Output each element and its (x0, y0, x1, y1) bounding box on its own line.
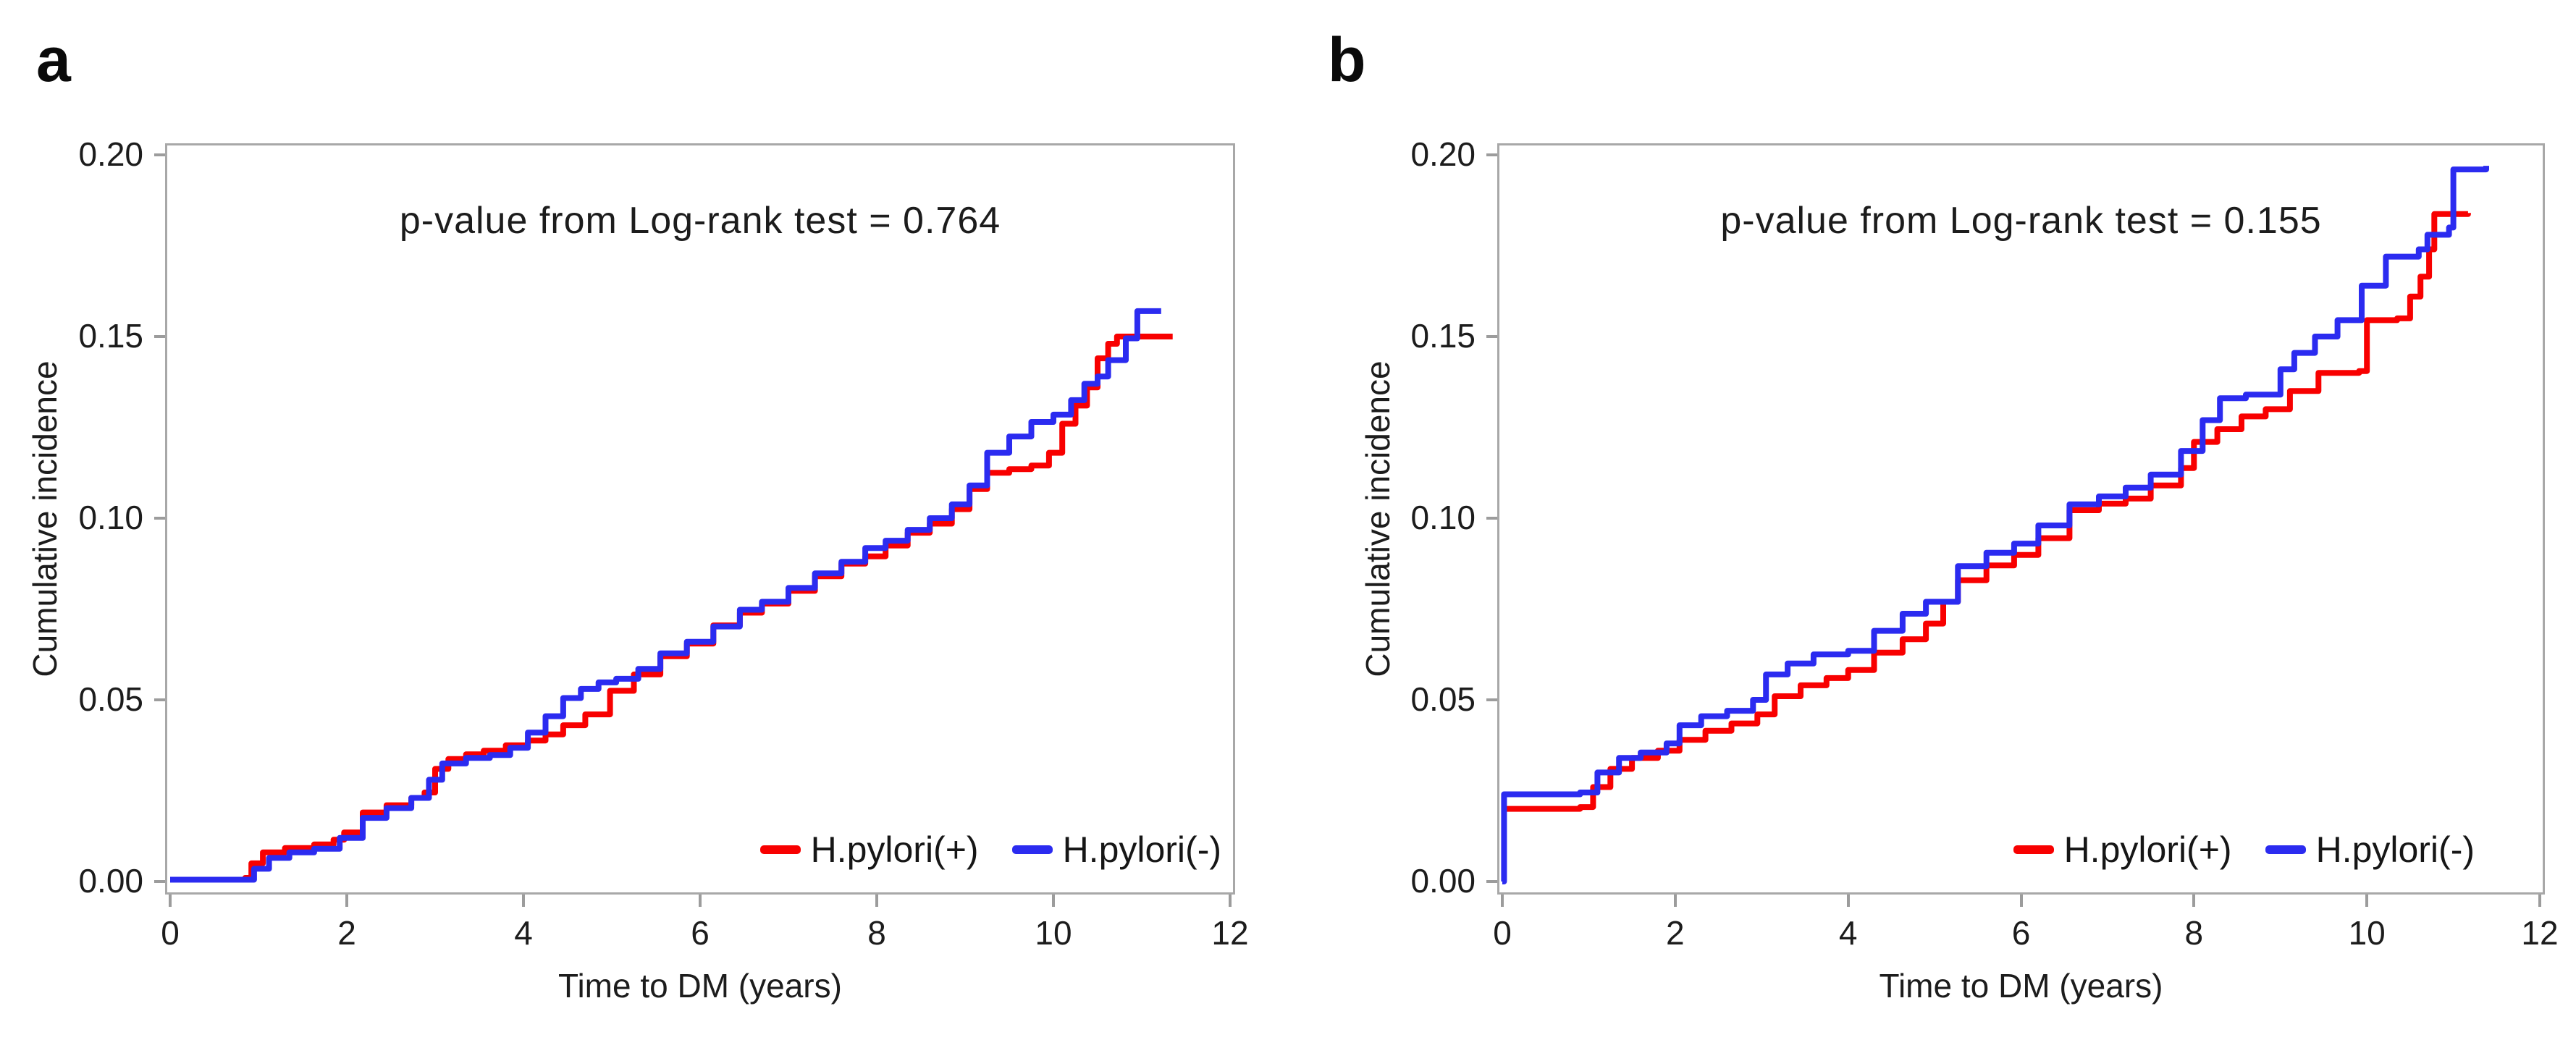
legend-label: H.pylori(+) (2063, 829, 2232, 870)
red-line-swatch (2013, 845, 2054, 854)
x-tick (2538, 895, 2541, 907)
x-tick-label: 4 (1838, 914, 1858, 952)
x-tick-label: 0 (1493, 914, 1512, 952)
legend-item-hpylori-positive: H.pylori(+) (2013, 829, 2232, 871)
x-tick-label: 8 (2184, 914, 2204, 952)
panel-letter-b: b (1328, 25, 1366, 95)
y-tick-label: 0.00 (78, 862, 143, 900)
x-tick (875, 895, 878, 907)
y-tick-label: 0.00 (1410, 862, 1476, 900)
y-tick-label: 0.20 (1410, 135, 1476, 173)
y-tick (154, 517, 165, 520)
y-tick (1486, 335, 1497, 338)
x-tick (345, 895, 348, 907)
y-tick (154, 698, 165, 701)
y-tick-label: 0.05 (78, 680, 143, 718)
x-tick (1052, 895, 1055, 907)
y-tick (154, 335, 165, 338)
x-tick-label: 2 (337, 914, 356, 952)
plot-area-b: p-value from Log-rank test = 0.155 H.pyl… (1497, 143, 2545, 895)
y-tick (154, 153, 165, 156)
x-tick (1673, 895, 1677, 907)
y-tick (1486, 517, 1497, 520)
y-tick (1486, 153, 1497, 156)
y-tick (154, 880, 165, 883)
survival-curves-b (1501, 166, 2489, 884)
x-tick-label: 4 (514, 914, 533, 952)
x-tick-label: 6 (691, 914, 710, 952)
x-tick (1501, 895, 1504, 907)
y-tick (1486, 698, 1497, 701)
legend: H.pylori(+) H.pylori(-) (2013, 829, 2475, 871)
x-tick (2019, 895, 2023, 907)
x-tick (169, 895, 172, 907)
legend-item-hpylori-positive: H.pylori(+) (759, 829, 979, 871)
p-value-annotation: p-value from Log-rank test = 0.155 (1720, 200, 2322, 242)
plot-area-a: p-value from Log-rank test = 0.764 H.pyl… (165, 143, 1235, 895)
y-tick-label: 0.05 (1410, 680, 1476, 718)
x-tick-label: 2 (1666, 914, 1685, 952)
x-tick-label: 8 (867, 914, 886, 952)
x-tick (699, 895, 702, 907)
legend-item-hpylori-negative: H.pylori(-) (2265, 829, 2475, 871)
legend: H.pylori(+) H.pylori(-) (759, 829, 1221, 871)
y-tick-label: 0.10 (78, 499, 143, 536)
x-tick-label: 6 (2011, 914, 2031, 952)
y-tick-label: 0.15 (78, 317, 143, 355)
x-tick (522, 895, 525, 907)
x-tick (2192, 895, 2196, 907)
x-tick (2365, 895, 2369, 907)
x-tick (1229, 895, 1232, 907)
red-line-swatch (759, 845, 801, 854)
y-tick-label: 0.10 (1410, 499, 1476, 536)
blue-line-swatch (1011, 845, 1053, 854)
y-tick-label: 0.20 (78, 135, 143, 173)
blue-line-swatch (2265, 845, 2306, 854)
x-tick-label: 10 (2348, 914, 2386, 952)
curve-hpylori-positive (1502, 211, 2471, 812)
legend-label: H.pylori(+) (810, 829, 979, 870)
x-axis-title: Time to DM (years) (1879, 967, 2163, 1005)
x-tick-label: 12 (2521, 914, 2559, 952)
legend-label: H.pylori(-) (2315, 829, 2475, 870)
x-tick-label: 10 (1035, 914, 1072, 952)
x-tick (1846, 895, 1850, 907)
x-tick-label: 12 (1211, 914, 1249, 952)
y-tick-label: 0.15 (1410, 317, 1476, 355)
curve-hpylori-negative (1501, 166, 2489, 884)
y-tick (1486, 880, 1497, 883)
legend-label: H.pylori(-) (1062, 829, 1221, 870)
survival-curves-a (170, 308, 1173, 883)
curve-hpylori-negative (170, 308, 1161, 883)
x-axis-title: Time to DM (years) (558, 967, 842, 1005)
p-value-annotation: p-value from Log-rank test = 0.764 (399, 200, 1001, 242)
x-tick-label: 0 (161, 914, 180, 952)
legend-item-hpylori-negative: H.pylori(-) (1011, 829, 1221, 871)
panel-letter-a: a (36, 25, 71, 95)
